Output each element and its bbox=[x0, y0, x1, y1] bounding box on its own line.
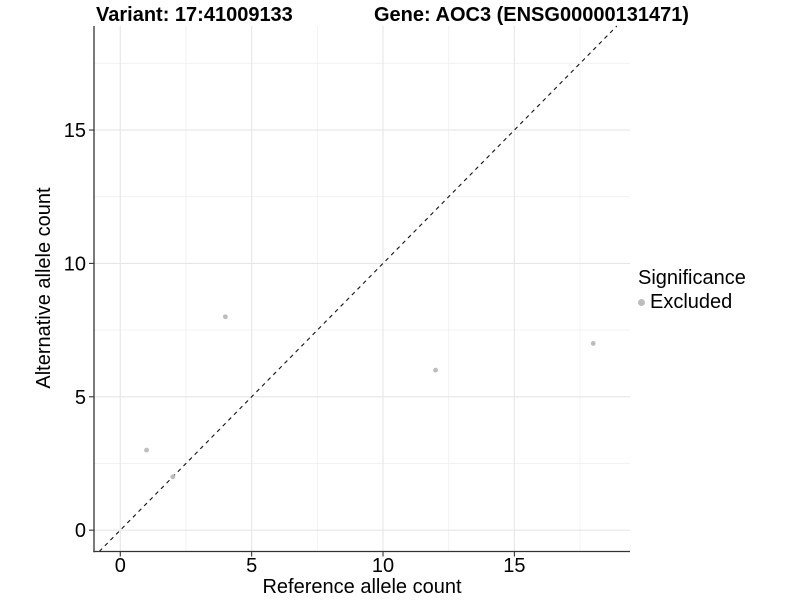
y-tick-label: 0 bbox=[75, 520, 86, 542]
x-tick-label: 15 bbox=[503, 555, 525, 577]
x-axis-title: Reference allele count bbox=[262, 576, 462, 598]
y-axis-title: Alternative allele count bbox=[33, 187, 55, 389]
data-point bbox=[590, 341, 596, 346]
identity-line bbox=[98, 25, 618, 552]
y-tick-label: 5 bbox=[75, 387, 86, 409]
legend-item-label: Excluded bbox=[650, 291, 733, 313]
legend: Significance Excluded bbox=[638, 266, 746, 314]
legend-title: Significance bbox=[638, 267, 746, 289]
y-tick-label: 15 bbox=[64, 120, 86, 142]
y-tick-label: 10 bbox=[64, 253, 86, 275]
x-tick-label: 5 bbox=[246, 555, 257, 577]
data-point bbox=[170, 474, 176, 480]
plot-title-gene: Gene: AOC3 (ENSG00000131471) bbox=[374, 4, 689, 26]
data-point bbox=[433, 367, 438, 373]
x-tick-label: 0 bbox=[115, 555, 126, 577]
legend-point-icon bbox=[638, 299, 645, 306]
x-tick-label: 10 bbox=[372, 555, 394, 577]
plot-title-variant: Variant: 17:41009133 bbox=[96, 4, 293, 26]
data-point bbox=[222, 314, 228, 320]
legend-item-excluded: Excluded bbox=[638, 291, 746, 314]
data-point bbox=[144, 447, 149, 453]
